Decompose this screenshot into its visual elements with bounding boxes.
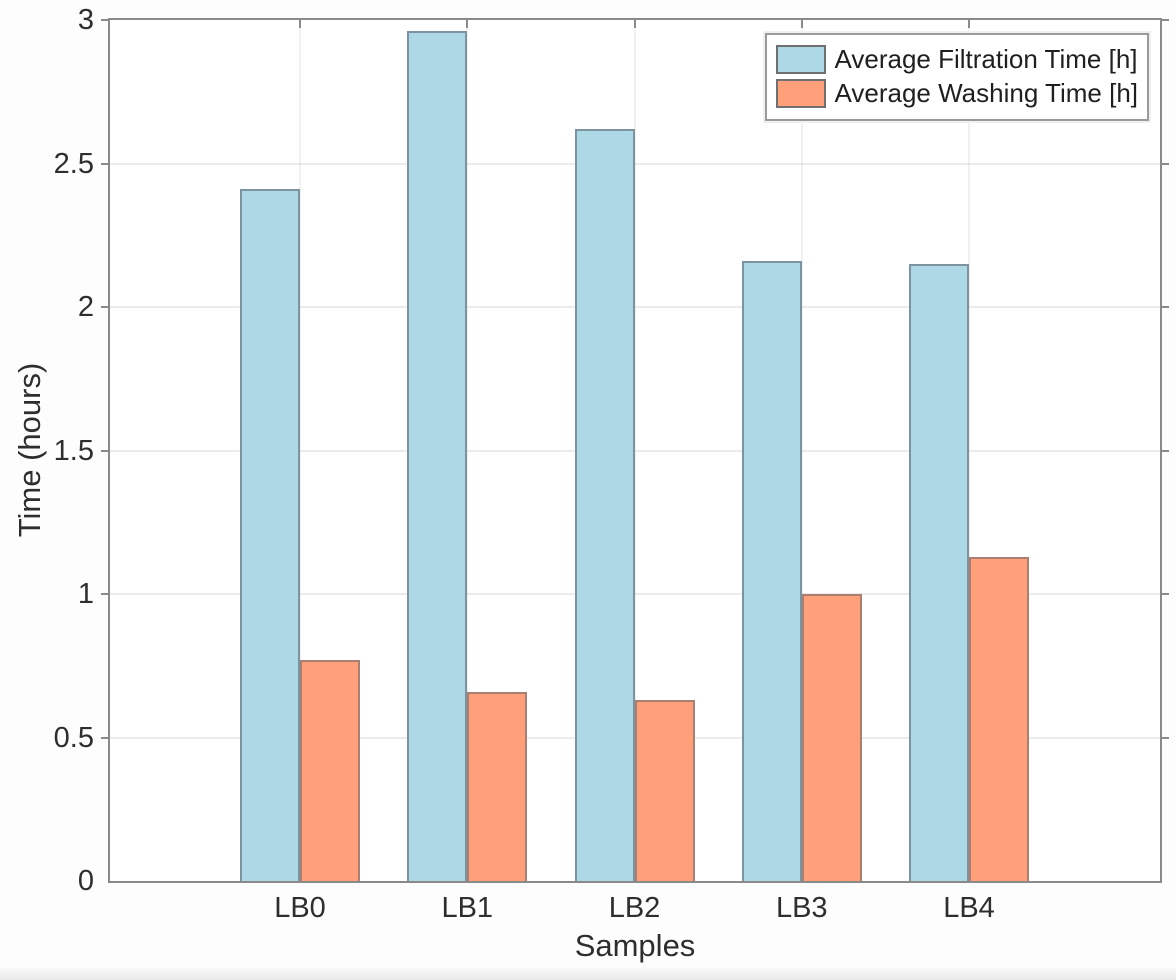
legend: Average Filtration Time [h] Average Wash… <box>764 33 1149 121</box>
legend-item-filtration: Average Filtration Time [h] <box>775 44 1138 75</box>
legend-label-filtration: Average Filtration Time [h] <box>834 44 1138 74</box>
y-tick-label: 2 <box>77 291 94 323</box>
y-tick-mark <box>101 162 108 165</box>
bar-lb2-washing <box>634 700 695 881</box>
y-tick-mark <box>101 736 108 739</box>
bar-lb1-washing <box>467 691 528 881</box>
y-tick-mark-right <box>1162 306 1169 308</box>
x-tick-label-lb4: LB4 <box>943 892 995 924</box>
y-tick-label: 1 <box>77 578 94 610</box>
y-tick-mark <box>101 306 108 308</box>
legend-swatch-washing <box>775 79 826 108</box>
y-tick-mark-right <box>1162 449 1169 452</box>
x-tick-mark-top <box>968 20 970 28</box>
x-tick-label-lb2: LB2 <box>608 892 661 924</box>
x-tick-label-lb0: LB0 <box>274 892 326 924</box>
x-axis-label: Samples <box>574 928 696 963</box>
h-gridline <box>110 593 1160 595</box>
bar-lb3-washing <box>801 594 862 881</box>
legend-swatch-filtration <box>775 45 826 74</box>
y-tick-mark <box>101 593 108 595</box>
y-tick-label: 2.5 <box>53 147 94 180</box>
legend-item-washing: Average Washing Time [h] <box>775 78 1138 109</box>
h-gridline <box>110 162 1160 165</box>
x-tick-label-lb3: LB3 <box>775 892 828 924</box>
x-tick-mark-top <box>633 20 636 28</box>
y-tick-mark <box>101 449 108 452</box>
v-gridline <box>466 20 469 881</box>
v-gridline <box>800 20 803 881</box>
v-gridline <box>633 20 636 881</box>
x-tick-mark-top <box>299 20 301 28</box>
h-gridline <box>110 306 1160 308</box>
x-tick-mark-top <box>466 20 469 28</box>
bar-lb0-washing <box>300 660 360 881</box>
y-tick-mark-right <box>1162 19 1169 21</box>
y-tick-mark <box>101 19 108 21</box>
v-gridline <box>299 20 301 881</box>
bottom-edge-band <box>0 966 1176 980</box>
bar-lb2-filtration <box>574 129 635 881</box>
plot-area: Average Filtration Time [h] Average Wash… <box>101 18 1169 883</box>
y-tick-mark-right <box>1162 162 1169 165</box>
legend-label-washing: Average Washing Time [h] <box>834 78 1138 108</box>
bar-lb4-washing <box>969 556 1029 881</box>
y-tick-label: 3 <box>77 4 94 36</box>
y-tick-mark-right <box>1162 593 1169 595</box>
y-tick-label: 1.5 <box>53 434 94 467</box>
bar-lb3-filtration <box>741 261 802 881</box>
bar-lb1-filtration <box>407 31 468 881</box>
x-tick-mark-top <box>800 20 803 28</box>
x-tick-label-lb1: LB1 <box>441 892 494 924</box>
y-tick-label: 0.5 <box>53 721 94 754</box>
v-gridline <box>968 20 970 881</box>
bar-lb0-filtration <box>240 189 300 881</box>
h-gridline <box>110 449 1160 452</box>
bar-lb4-filtration <box>909 263 969 881</box>
y-tick-mark-right <box>1162 736 1169 739</box>
y-tick-label: 0 <box>77 865 94 897</box>
